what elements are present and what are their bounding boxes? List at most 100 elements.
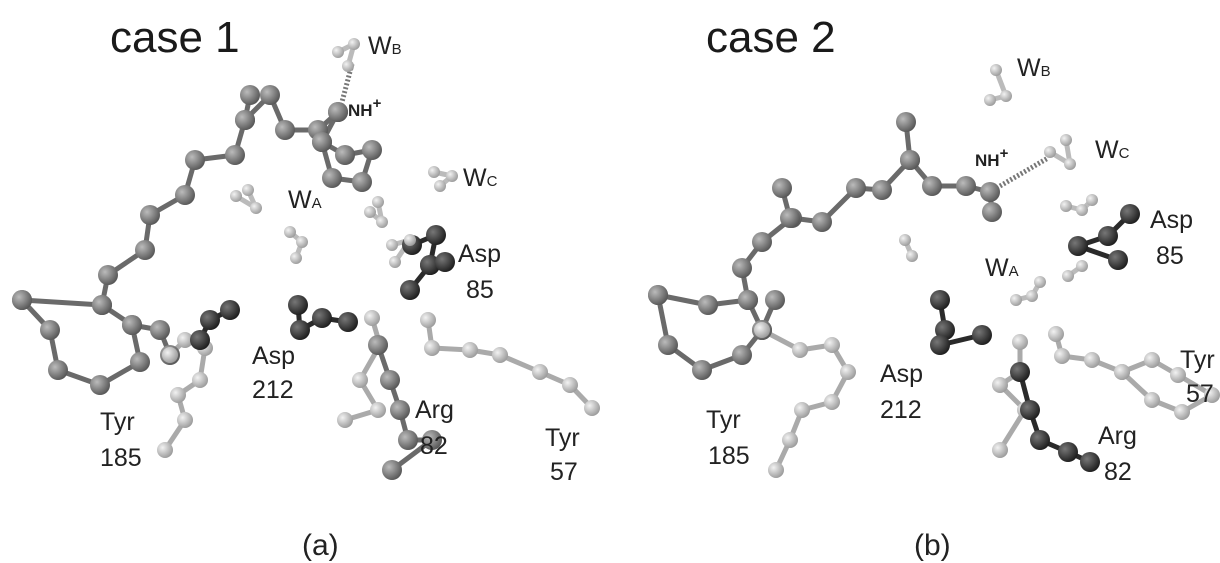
atom (1204, 387, 1220, 403)
atom (90, 375, 110, 395)
panel-title: case 1 (110, 13, 240, 62)
residue-name: Tyr (100, 408, 135, 436)
label-sup: + (1000, 145, 1009, 162)
atom (122, 315, 142, 335)
atom (338, 312, 358, 332)
residue-name: Tyr (545, 424, 580, 452)
atom (1060, 200, 1072, 212)
atom (584, 400, 600, 416)
hydrogen-bond (339, 63, 355, 103)
atom (930, 290, 950, 310)
atom (177, 332, 193, 348)
atom (352, 372, 368, 388)
atom (1174, 404, 1190, 420)
atom (135, 240, 155, 260)
residue-name: Asp (458, 240, 501, 268)
atom (322, 168, 342, 188)
label-sup: + (373, 95, 382, 112)
atom (290, 252, 302, 264)
atom (812, 212, 832, 232)
atom (390, 400, 410, 420)
atom (1068, 236, 1088, 256)
atom (157, 442, 173, 458)
water-label: WB (1017, 54, 1051, 82)
atom (980, 182, 1000, 202)
residue-number: 82 (420, 432, 448, 460)
atom (92, 295, 112, 315)
atom (389, 256, 401, 268)
label-sub: C (1119, 145, 1130, 162)
label-main: W (463, 164, 487, 192)
atom (170, 387, 186, 403)
label-sub: A (1009, 263, 1019, 280)
atom (1098, 226, 1118, 246)
atom (240, 85, 260, 105)
label-main: W (985, 254, 1009, 282)
residue-number: 212 (880, 396, 922, 424)
atom (1000, 90, 1012, 102)
atom (1026, 290, 1038, 302)
atom (956, 176, 976, 196)
atom (382, 460, 402, 480)
atom (376, 216, 388, 228)
hydrogen-bond (998, 155, 1050, 189)
atom (1058, 442, 1078, 462)
atom (772, 178, 792, 198)
atom (824, 394, 840, 410)
atom (398, 430, 418, 450)
atom (1034, 276, 1046, 288)
atom (364, 206, 376, 218)
atom (1010, 294, 1022, 306)
atom (1010, 362, 1030, 382)
residue-name: Arg (1098, 422, 1137, 450)
atom (288, 295, 308, 315)
atom (368, 335, 388, 355)
atom (1076, 260, 1088, 272)
atom (1062, 270, 1074, 282)
atom (404, 234, 416, 246)
atom (312, 132, 332, 152)
residue-number: 57 (550, 458, 578, 486)
atom (352, 172, 372, 192)
atom (434, 180, 446, 192)
water-label: WB (368, 32, 402, 60)
atom (1060, 134, 1072, 146)
atom (1020, 400, 1040, 420)
label-main: W (1095, 136, 1119, 164)
atom (230, 190, 242, 202)
label-main: NH (348, 101, 373, 120)
atom (372, 196, 384, 208)
atom (400, 280, 420, 300)
atom (930, 335, 950, 355)
atom (768, 462, 784, 478)
atom (922, 176, 942, 196)
atom (242, 184, 254, 196)
label-main: NH (975, 151, 1000, 170)
residue-name: Tyr (706, 406, 741, 434)
residue-name: Arg (415, 396, 454, 424)
atom (162, 347, 178, 363)
atom (1044, 146, 1056, 158)
atom (98, 265, 118, 285)
label-sub: C (487, 173, 498, 190)
atom (275, 120, 295, 140)
atom (765, 290, 785, 310)
atom (794, 402, 810, 418)
atom (792, 342, 808, 358)
atom (250, 202, 262, 214)
atom (200, 310, 220, 330)
atom (290, 320, 310, 340)
atom (1086, 194, 1098, 206)
atom (990, 64, 1002, 76)
atom (424, 340, 440, 356)
label-main: W (288, 186, 312, 214)
panel-caption: (b) (914, 529, 951, 562)
atom (284, 226, 296, 238)
atom (192, 372, 208, 388)
atom (972, 325, 992, 345)
label-sub: B (392, 41, 402, 58)
panel-caption: (a) (302, 529, 339, 562)
atom (658, 335, 678, 355)
atom (177, 412, 193, 428)
